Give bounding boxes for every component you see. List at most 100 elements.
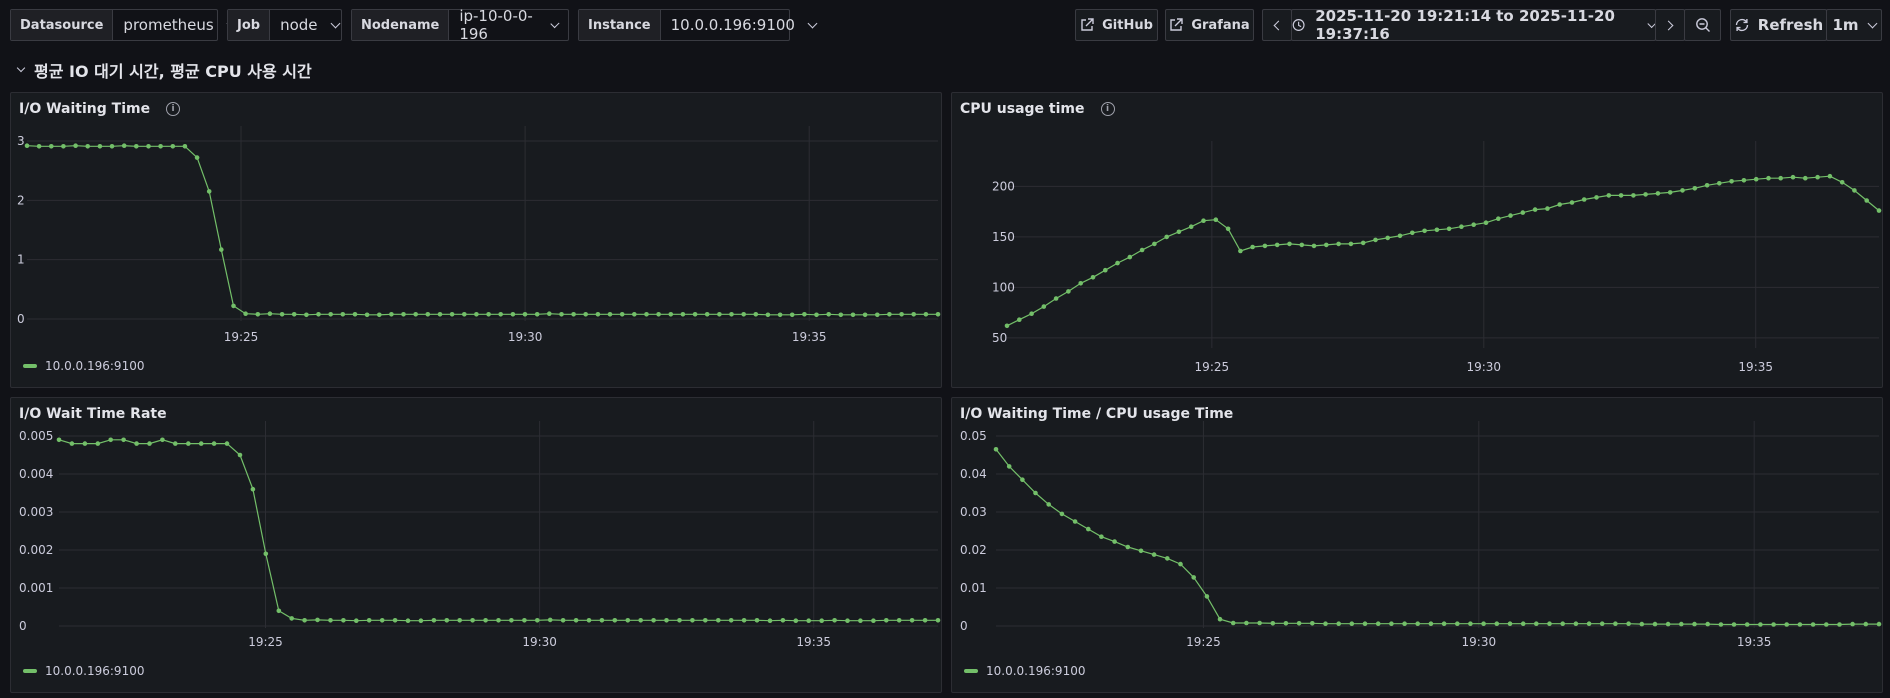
data-point	[392, 618, 398, 623]
variable-datasource[interactable]: Datasource prometheus	[10, 9, 237, 41]
data-point	[832, 618, 837, 623]
data-point	[1041, 304, 1047, 309]
panel-chart[interactable]: 200 150 100 50 19:25 19:30 19:35	[952, 93, 1884, 389]
y-tick-label: 50	[992, 331, 1007, 345]
data-point	[1213, 217, 1219, 222]
variable-instance[interactable]: Instance 10.0.0.196:9100	[578, 9, 818, 41]
variable-value-text: ip-10-0-0-196	[459, 7, 533, 43]
panel-io-waiting-time[interactable]: I/O Waiting Time i 3 2 1 0 19:25 19:30 19:35 1…	[10, 92, 942, 388]
data-point	[704, 312, 710, 317]
variable-value-text: node	[280, 16, 318, 34]
data-point	[632, 312, 637, 317]
data-point	[619, 312, 625, 317]
data-point	[1115, 260, 1120, 266]
grafana-link-label: Grafana	[1191, 17, 1250, 33]
data-point	[573, 618, 579, 623]
data-point	[1810, 622, 1816, 627]
data-point	[765, 312, 771, 318]
data-point	[1441, 621, 1447, 626]
panel-chart[interactable]: 0.05 0.04 0.03 0.02 0.01 0 19:25 19:30 19:35	[952, 398, 1884, 694]
data-point	[1532, 207, 1538, 212]
data-point	[1613, 621, 1618, 626]
data-point	[1410, 230, 1415, 236]
data-point	[1176, 229, 1182, 235]
data-point	[194, 155, 200, 160]
data-point	[1705, 621, 1710, 627]
data-point	[1824, 622, 1829, 627]
panel-title: I/O Waiting Time	[19, 101, 151, 117]
time-range-picker[interactable]: 2025-11-20 19:21:14 to 2025-11-20 19:37:…	[1291, 7, 1657, 43]
legend[interactable]: 10.0.0.196:9100	[23, 359, 144, 373]
data-point	[664, 618, 669, 623]
panel-io-wait-over-cpu[interactable]: I/O Waiting Time / CPU usage Time 0.05 0.…	[951, 397, 1883, 693]
data-point	[1257, 620, 1262, 626]
data-point	[845, 618, 850, 623]
info-icon[interactable]: i	[1100, 102, 1115, 116]
data-point	[741, 618, 747, 623]
data-point	[911, 312, 916, 317]
data-point	[237, 452, 243, 458]
row-header[interactable]: 평균 IO 대기 시간, 평균 CPU 사용 시간	[16, 58, 312, 82]
data-point	[1188, 224, 1194, 229]
data-point	[1033, 490, 1038, 496]
data-point	[73, 143, 78, 148]
zoom-out-button[interactable]	[1684, 9, 1721, 41]
panel-title: CPU usage time	[960, 101, 1085, 117]
data-point	[444, 618, 450, 623]
x-tick-label: 19:30	[508, 330, 543, 344]
variable-value[interactable]: ip-10-0-0-196	[449, 7, 568, 43]
data-point	[1165, 556, 1170, 561]
panel-header[interactable]: I/O Waiting Time i	[19, 101, 181, 117]
data-point	[1103, 267, 1108, 273]
variable-value[interactable]: 10.0.0.196:9100	[661, 10, 826, 40]
data-point	[496, 618, 501, 623]
data-point	[656, 312, 661, 317]
refresh-button[interactable]: Refresh	[1730, 9, 1827, 41]
time-shift-back-button[interactable]	[1262, 9, 1292, 41]
data-point	[923, 312, 929, 317]
panel-header[interactable]: I/O Wait Time Rate	[19, 406, 167, 422]
data-point	[1718, 622, 1724, 627]
info-icon[interactable]: i	[166, 102, 181, 116]
panel-chart[interactable]: 0.005 0.004 0.003 0.002 0.001 0 19:25 19:30 19:3…	[11, 398, 943, 694]
data-point	[1336, 241, 1341, 247]
legend[interactable]: 10.0.0.196:9100	[964, 664, 1085, 678]
data-point	[1753, 176, 1759, 182]
data-point	[486, 312, 491, 317]
variable-job[interactable]: Job node	[227, 9, 342, 41]
panel-header[interactable]: CPU usage time i	[960, 101, 1115, 117]
data-point	[364, 312, 370, 318]
data-point	[1397, 233, 1403, 239]
data-point	[470, 618, 475, 623]
legend[interactable]: 10.0.0.196:9100	[23, 664, 144, 678]
github-link-button[interactable]: GitHub	[1075, 9, 1158, 41]
data-point	[814, 312, 819, 318]
data-point	[198, 441, 204, 446]
panel-header[interactable]: I/O Waiting Time / CPU usage Time	[960, 406, 1233, 422]
data-point	[993, 447, 999, 452]
x-tick-label: 19:35	[1738, 360, 1773, 374]
data-point	[1704, 183, 1710, 188]
panel-cpu-usage-time[interactable]: CPU usage time i 200 150 100 50 19:25 19:30 19…	[951, 92, 1883, 388]
data-point	[1876, 208, 1882, 213]
data-point	[231, 303, 236, 309]
data-point	[1164, 234, 1169, 240]
data-point	[1692, 186, 1698, 191]
data-point	[535, 618, 540, 623]
grafana-link-button[interactable]: Grafana	[1165, 9, 1254, 41]
variable-value[interactable]: prometheus	[113, 10, 244, 40]
data-point	[1112, 539, 1117, 544]
variable-value[interactable]: node	[270, 10, 348, 40]
data-point	[158, 144, 163, 149]
panel-chart[interactable]: 3 2 1 0 19:25 19:30 19:35	[11, 93, 943, 389]
data-point	[1004, 323, 1010, 329]
variable-nodename[interactable]: Nodename ip-10-0-0-196	[351, 7, 569, 43]
time-shift-forward-button[interactable]	[1655, 9, 1685, 41]
data-point	[121, 437, 126, 443]
chevron-left-icon	[1273, 20, 1284, 30]
data-point	[1468, 621, 1473, 626]
data-point	[498, 312, 504, 317]
refresh-interval-picker[interactable]: 1m	[1826, 9, 1882, 41]
data-point	[1790, 174, 1796, 180]
panel-io-wait-time-rate[interactable]: I/O Wait Time Rate 0.005 0.004 0.003 0.002 0…	[10, 397, 942, 693]
